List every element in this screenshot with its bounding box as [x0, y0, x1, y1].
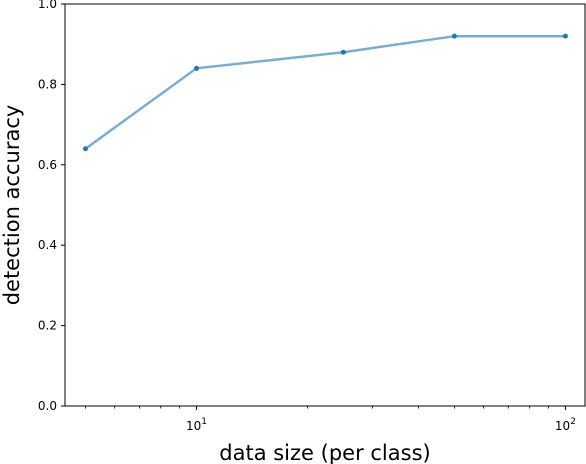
series-line	[84, 34, 566, 150]
data-point	[451, 33, 457, 39]
data-point	[340, 49, 346, 55]
y-tick-label: 0.6	[38, 158, 57, 172]
y-axis-label: detection accuracy	[0, 105, 24, 306]
plot-area	[64, 3, 586, 407]
y-tick-label: 0.8	[38, 77, 57, 91]
y-tick-label: 1.0	[38, 0, 57, 11]
y-tick-label: 0.0	[38, 399, 57, 413]
x-axis-label: data size (per class)	[219, 441, 430, 464]
y-axis-ticks: 0.0 0.2 0.4 0.6 0.8 1.0	[38, 0, 65, 413]
y-tick-label: 0.2	[38, 319, 57, 333]
data-point	[194, 65, 200, 71]
series-layer	[82, 33, 568, 152]
x-axis-ticks: 101 102	[85, 406, 576, 433]
x-tick-label: 101	[186, 417, 207, 433]
data-point	[82, 146, 88, 152]
data-point	[562, 33, 568, 39]
y-tick-label: 0.4	[38, 238, 57, 252]
plot-frame	[64, 3, 586, 407]
x-tick-label: 102	[555, 417, 576, 433]
